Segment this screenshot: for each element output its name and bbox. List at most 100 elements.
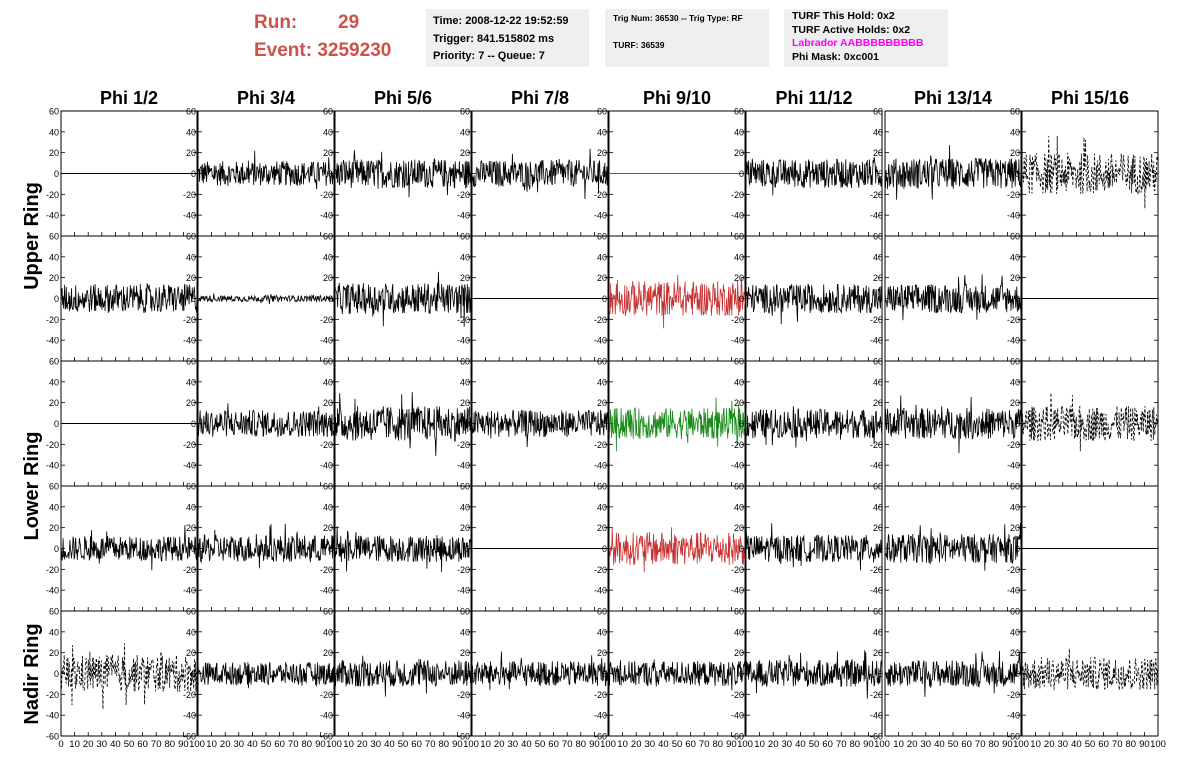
column-header: Phi 5/6 bbox=[374, 88, 432, 108]
y-tick-label: 0 bbox=[1015, 669, 1020, 679]
row-label: Nadir Ring bbox=[21, 623, 43, 724]
y-tick-label: 40 bbox=[460, 627, 470, 637]
y-tick-label: 0 bbox=[465, 669, 470, 679]
y-tick-label: 60 bbox=[734, 357, 744, 367]
y-tick-label: 40 bbox=[734, 502, 744, 512]
row-label: Upper Ring bbox=[21, 182, 43, 290]
waveform bbox=[60, 525, 198, 571]
panel-frame bbox=[1021, 110, 1159, 237]
y-tick-label: -20 bbox=[731, 440, 744, 450]
y-tick-label: 40 bbox=[597, 127, 607, 137]
y-tick-label: 0 bbox=[1015, 169, 1020, 179]
x-tick-label: 10 bbox=[206, 739, 217, 750]
x-tick-label: 90 bbox=[315, 739, 326, 750]
y-tick-label: 20 bbox=[597, 398, 607, 408]
y-tick-label: -40 bbox=[183, 711, 196, 721]
x-tick-label: 90 bbox=[589, 739, 600, 750]
event-label-text: Event: bbox=[254, 40, 313, 61]
y-tick-label: 40 bbox=[323, 377, 333, 387]
y-tick-label: -40 bbox=[731, 211, 744, 221]
x-tick-label: 60 bbox=[685, 739, 696, 750]
y-tick-label: 60 bbox=[734, 107, 744, 117]
y-tick-label: -40 bbox=[731, 461, 744, 471]
waveform bbox=[197, 403, 335, 438]
x-tick-label: 50 bbox=[398, 739, 409, 750]
waveform bbox=[60, 643, 198, 710]
y-tick-label: -20 bbox=[320, 565, 333, 575]
y-tick-label: -20 bbox=[594, 440, 607, 450]
waveform bbox=[60, 283, 198, 314]
x-tick-label: 50 bbox=[261, 739, 272, 750]
x-tick-label: 30 bbox=[234, 739, 245, 750]
y-tick-label: -60 bbox=[870, 732, 883, 742]
column-header: Phi 13/14 bbox=[914, 88, 992, 108]
waveform bbox=[745, 283, 883, 325]
y-tick-label: -20 bbox=[46, 440, 59, 450]
x-tick-label: 20 bbox=[220, 739, 231, 750]
x-tick-label: 60 bbox=[1098, 739, 1109, 750]
y-tick-label: 60 bbox=[873, 107, 883, 117]
y-tick-label: -40 bbox=[731, 586, 744, 596]
y-tick-label: 0 bbox=[328, 419, 333, 429]
y-tick-label: 20 bbox=[873, 273, 883, 283]
y-tick-label: -40 bbox=[594, 336, 607, 346]
labrador-line: Labrador AABBBBBBBBB bbox=[792, 37, 924, 49]
y-tick-label: -20 bbox=[870, 315, 883, 325]
x-tick-label: 20 bbox=[357, 739, 368, 750]
waveform bbox=[745, 406, 883, 448]
y-tick-label: 60 bbox=[1010, 232, 1020, 242]
waveform bbox=[884, 650, 1022, 697]
y-tick-label: 20 bbox=[323, 398, 333, 408]
y-tick-label: -20 bbox=[183, 440, 196, 450]
y-tick-label: 20 bbox=[323, 273, 333, 283]
x-tick-label: 20 bbox=[83, 739, 94, 750]
y-tick-label: 60 bbox=[460, 357, 470, 367]
y-tick-label: 0 bbox=[739, 669, 744, 679]
column-header: Phi 15/16 bbox=[1051, 88, 1129, 108]
y-tick-label: -40 bbox=[870, 461, 883, 471]
x-tick-label: 60 bbox=[822, 739, 833, 750]
y-tick-label: 40 bbox=[597, 627, 607, 637]
y-tick-label: 40 bbox=[49, 252, 59, 262]
y-tick-label: -40 bbox=[870, 211, 883, 221]
x-tick-label: 70 bbox=[699, 739, 710, 750]
y-tick-label: 20 bbox=[460, 273, 470, 283]
y-tick-label: -60 bbox=[1007, 732, 1020, 742]
y-tick-label: 40 bbox=[323, 627, 333, 637]
y-tick-label: 20 bbox=[186, 273, 196, 283]
waveform bbox=[197, 661, 335, 689]
y-tick-label: 60 bbox=[734, 482, 744, 492]
y-tick-label: -40 bbox=[320, 336, 333, 346]
waveform bbox=[471, 651, 609, 691]
y-tick-label: 60 bbox=[873, 232, 883, 242]
y-tick-label: 20 bbox=[186, 523, 196, 533]
y-tick-label: 40 bbox=[873, 377, 883, 387]
y-tick-label: 60 bbox=[873, 607, 883, 617]
y-tick-label: 40 bbox=[323, 127, 333, 137]
x-tick-label: 30 bbox=[371, 739, 382, 750]
y-tick-label: -20 bbox=[1007, 315, 1020, 325]
y-tick-label: 40 bbox=[49, 502, 59, 512]
y-tick-label: 60 bbox=[873, 357, 883, 367]
y-tick-label: 20 bbox=[49, 648, 59, 658]
y-tick-label: 20 bbox=[734, 648, 744, 658]
x-tick-label: 10 bbox=[893, 739, 904, 750]
x-tick-label: 90 bbox=[1139, 739, 1150, 750]
y-tick-label: -20 bbox=[46, 690, 59, 700]
y-tick-label: -20 bbox=[457, 440, 470, 450]
y-tick-label: 20 bbox=[597, 148, 607, 158]
x-tick-label: 80 bbox=[713, 739, 724, 750]
y-tick-label: 60 bbox=[597, 357, 607, 367]
y-tick-label: 20 bbox=[323, 648, 333, 658]
y-tick-label: -20 bbox=[320, 690, 333, 700]
turf-active-line: TURF Active Holds: 0x2 bbox=[792, 23, 911, 36]
y-tick-label: 40 bbox=[1010, 627, 1020, 637]
x-tick-label: 10 bbox=[754, 739, 765, 750]
x-tick-label: 70 bbox=[425, 739, 436, 750]
y-tick-label: -20 bbox=[183, 690, 196, 700]
y-tick-label: 60 bbox=[460, 232, 470, 242]
y-tick-label: 0 bbox=[54, 669, 59, 679]
y-tick-label: -20 bbox=[870, 690, 883, 700]
y-tick-label: 60 bbox=[186, 357, 196, 367]
